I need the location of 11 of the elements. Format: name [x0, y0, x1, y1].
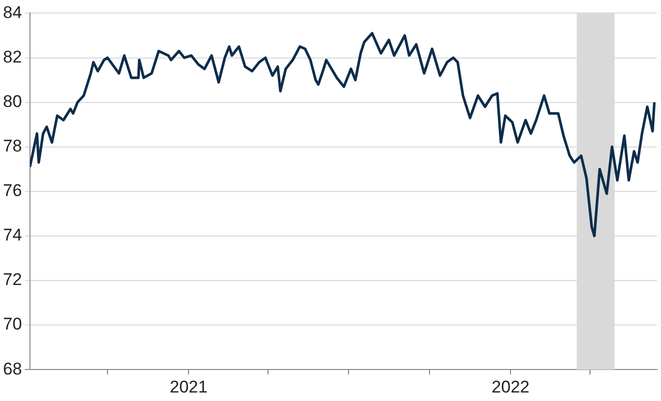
x-tick-label: 2022: [492, 377, 530, 396]
y-tick-label: 74: [2, 226, 22, 245]
y-tick-label: 82: [2, 47, 22, 66]
y-tick-label: 84: [2, 2, 22, 22]
y-tick-label: 76: [2, 181, 22, 200]
y-tick-label: 78: [2, 136, 22, 156]
y-tick-label: 70: [2, 314, 22, 334]
x-tick-label: 2021: [170, 377, 208, 396]
y-tick-label: 72: [2, 270, 22, 290]
y-tick-label: 68: [2, 359, 22, 378]
y-tick-label: 80: [2, 92, 22, 111]
